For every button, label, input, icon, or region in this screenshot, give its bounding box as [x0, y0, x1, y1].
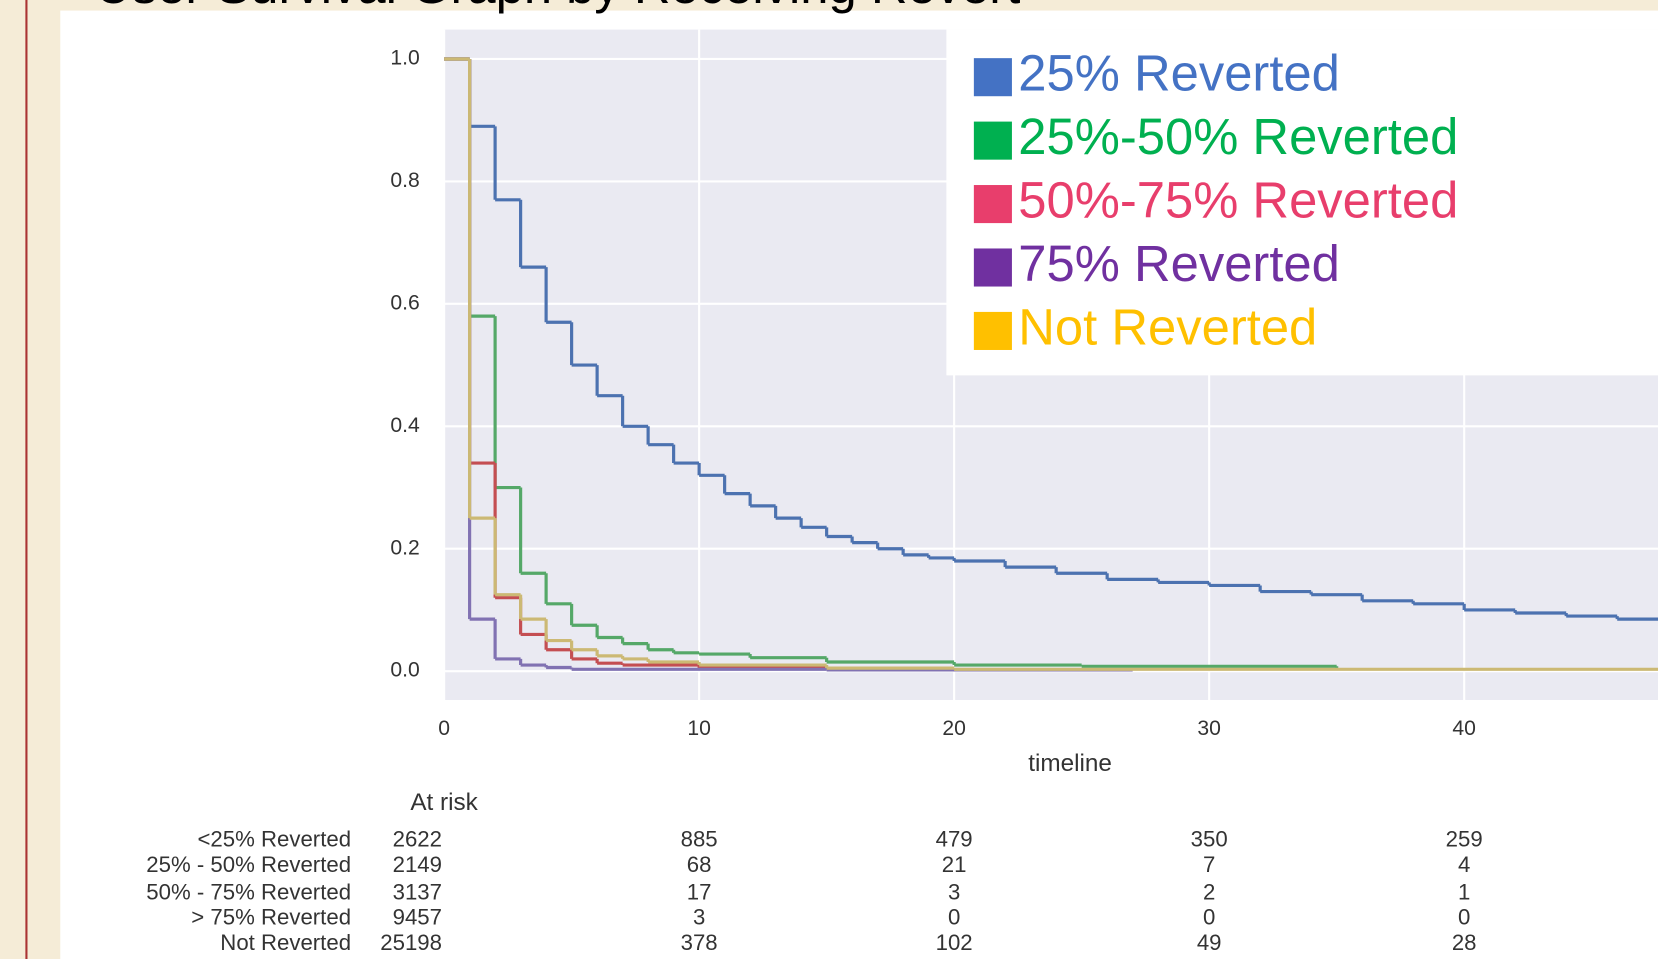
at-risk-row-label: <25% Reverted — [197, 826, 351, 851]
at-risk-row-label: > 75% Reverted — [191, 905, 351, 930]
x-tick-label: 40 — [1452, 717, 1476, 740]
step-riser — [468, 58, 1658, 670]
legend-label: 25% Reverted — [1018, 45, 1340, 102]
at-risk-count: 7 — [1203, 852, 1215, 877]
at-risk-count: 21 — [942, 852, 967, 877]
at-risk-count: 3 — [948, 879, 960, 904]
at-risk-row-label: 25% - 50% Reverted — [146, 852, 351, 877]
x-tick-label: 30 — [1197, 717, 1221, 740]
y-tick-label: 0.2 — [390, 536, 419, 559]
legend-label: 25%-50% Reverted — [1018, 108, 1458, 165]
at-risk-count: 1 — [1458, 879, 1470, 904]
at-risk-count: 350 — [1191, 826, 1228, 851]
y-tick-label: 0.8 — [390, 169, 419, 192]
at-risk-count: 0 — [1203, 905, 1215, 930]
legend-swatch — [973, 311, 1012, 350]
legend-label: Not Reverted — [1018, 298, 1317, 355]
at-risk-count: 2622 — [393, 826, 442, 851]
at-risk-count: 3137 — [393, 879, 442, 904]
chart-title: User Survival Graph by Receiving Revert — [95, 0, 1020, 14]
at-risk-count: 378 — [681, 930, 718, 955]
legend-swatch — [973, 248, 1012, 287]
x-tick-label: 0 — [438, 717, 450, 740]
at-risk-row-label: 50% - 75% Reverted — [146, 879, 351, 904]
at-risk-count: 9457 — [393, 905, 442, 930]
at-risk-count: 102 — [936, 930, 973, 955]
x-axis-label: timeline — [1028, 750, 1112, 777]
y-tick-label: 0.0 — [390, 659, 419, 682]
y-tick-label: 0.6 — [390, 291, 419, 314]
at-risk-count: 17 — [687, 879, 712, 904]
x-tick-label: 20 — [942, 717, 966, 740]
legend-label: 75% Reverted — [1018, 235, 1340, 292]
legend-swatch — [973, 121, 1012, 160]
at-risk-count: 25198 — [380, 930, 442, 955]
legend-label: 50%-75% Reverted — [1018, 171, 1458, 228]
at-risk-count: 0 — [1458, 905, 1470, 930]
at-risk-count: 68 — [687, 852, 712, 877]
x-tick-label: 10 — [687, 717, 711, 740]
at-risk-row-label: Not Reverted — [220, 930, 351, 955]
at-risk-count: 2 — [1203, 879, 1215, 904]
legend-swatch — [973, 185, 1012, 224]
at-risk-count: 49 — [1197, 930, 1222, 955]
at-risk-count: 479 — [936, 826, 973, 851]
legend-swatch — [973, 58, 1012, 97]
at-risk-count: 0 — [948, 905, 960, 930]
at-risk-count: 885 — [681, 826, 718, 851]
at-risk-count: 4 — [1458, 852, 1470, 877]
at-risk-count: 28 — [1452, 930, 1477, 955]
y-tick-label: 1.0 — [390, 47, 419, 70]
legend-box — [946, 29, 1658, 376]
at-risk-title: At risk — [410, 789, 478, 816]
at-risk-count: 2149 — [393, 852, 442, 877]
at-risk-count: 3 — [693, 905, 705, 930]
at-risk-count: 259 — [1446, 826, 1483, 851]
y-tick-label: 0.4 — [390, 414, 420, 437]
